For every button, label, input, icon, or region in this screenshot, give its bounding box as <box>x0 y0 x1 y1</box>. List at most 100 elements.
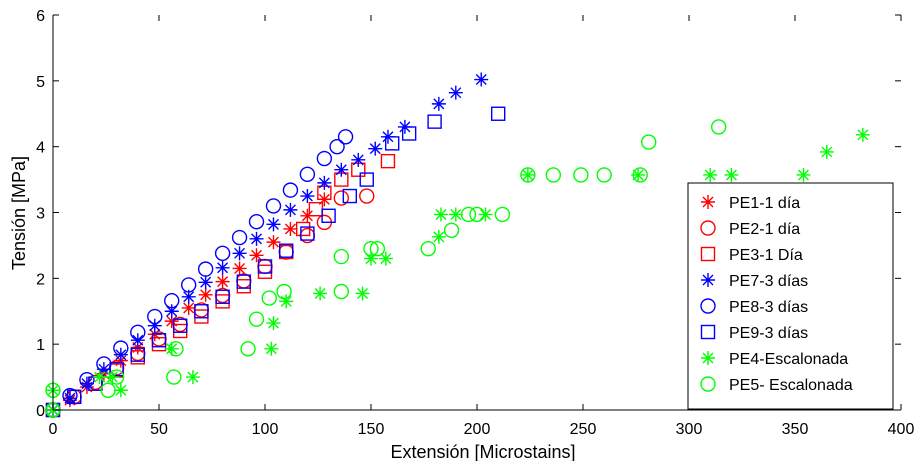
data-point <box>545 167 562 183</box>
data-point <box>596 167 612 183</box>
data-point <box>448 207 463 222</box>
legend-box <box>687 182 894 410</box>
data-point <box>710 119 727 135</box>
data-point <box>631 167 646 182</box>
data-point <box>168 341 184 357</box>
data-point <box>448 85 463 100</box>
data-point <box>113 340 129 356</box>
data-point <box>316 150 333 167</box>
x-axis-label: Extensión [Microstains] <box>390 442 575 461</box>
legend-marker <box>700 220 716 236</box>
legend-item: PE3-1 Día <box>700 246 803 264</box>
data-point <box>427 114 442 129</box>
data-point <box>130 324 146 341</box>
data-point <box>147 308 163 325</box>
data-point <box>266 235 281 250</box>
data-point <box>172 318 188 333</box>
legend-item: PE7-3 días <box>701 273 808 290</box>
legend-item: PE1-1 día <box>701 195 800 212</box>
data-point <box>130 347 146 362</box>
data-point <box>108 369 125 385</box>
data-point <box>92 370 107 385</box>
data-point <box>478 207 493 222</box>
data-point <box>185 370 200 385</box>
data-point <box>796 167 811 182</box>
data-point <box>351 152 366 167</box>
data-point <box>164 304 179 319</box>
legend-label: PE5- Escalonada <box>729 377 853 394</box>
data-point <box>282 182 299 198</box>
data-point <box>329 138 345 155</box>
legend-item: PE2-1 día <box>700 220 800 238</box>
data-point <box>96 362 111 377</box>
data-point <box>431 96 446 111</box>
data-point <box>66 389 82 405</box>
y-axis-label: Tensión [MPa] <box>9 156 29 270</box>
data-point <box>724 167 739 182</box>
legend-item: PE4-Escalonada <box>701 351 848 368</box>
data-point <box>113 383 128 398</box>
legend-label: PE3-1 Día <box>729 247 803 264</box>
data-point <box>474 72 489 87</box>
data-point <box>249 231 264 246</box>
data-point <box>380 153 396 169</box>
legend-marker <box>701 195 715 209</box>
y-axis-ticks: 0 1 2 3 4 5 6 <box>36 8 901 420</box>
data-point <box>342 188 357 204</box>
legend-marker <box>701 273 715 287</box>
data-point <box>109 361 124 377</box>
data-point <box>214 245 231 262</box>
data-point <box>264 341 279 356</box>
data-point <box>96 356 112 372</box>
data-point <box>431 229 446 244</box>
data-point <box>232 261 247 276</box>
legend-item: PE8-3 días <box>700 298 808 316</box>
data-point <box>368 141 383 156</box>
data-point <box>401 126 417 141</box>
y-tick-label: 0 <box>36 403 45 420</box>
data-point <box>151 333 167 348</box>
data-point <box>240 341 256 357</box>
data-point <box>469 206 485 223</box>
data-point <box>573 167 589 183</box>
data-point <box>181 289 196 304</box>
data-point <box>215 289 230 304</box>
y-tick-label: 1 <box>36 337 45 354</box>
legend-label: PE1-1 día <box>729 195 800 212</box>
legend: PE1-1 día PE2-1 día PE3-1 Día PE7-3 días PE8… <box>687 182 894 410</box>
legend-marker <box>700 246 716 262</box>
data-point <box>180 277 197 293</box>
data-point <box>300 226 315 241</box>
data-point <box>520 167 536 183</box>
legend-item: PE5- Escalonada <box>700 376 853 394</box>
data-point <box>317 175 332 190</box>
x-tick-label: 100 <box>252 421 279 438</box>
y-tick-label: 4 <box>36 140 45 157</box>
data-point <box>231 229 248 246</box>
data-point <box>295 221 311 237</box>
legend-marker <box>701 351 715 365</box>
data-point <box>337 129 354 145</box>
x-tick-label: 50 <box>150 421 168 438</box>
data-point <box>378 251 393 266</box>
data-point <box>266 316 281 331</box>
data-point <box>359 172 374 187</box>
data-point <box>283 202 298 217</box>
data-point <box>236 274 252 289</box>
data-point <box>299 166 316 183</box>
data-point <box>520 167 535 182</box>
data-point <box>215 260 230 275</box>
data-point <box>300 208 315 223</box>
data-point <box>279 294 294 309</box>
legend-label: PE2-1 día <box>729 221 800 238</box>
data-point <box>363 241 379 257</box>
data-point <box>215 274 230 289</box>
data-point <box>62 391 77 406</box>
data-point <box>491 106 506 121</box>
x-tick-label: 250 <box>570 421 597 438</box>
data-point <box>334 162 349 177</box>
data-point <box>198 275 213 290</box>
data-point <box>261 290 277 306</box>
y-tick-label: 5 <box>36 74 45 91</box>
data-point <box>283 221 298 236</box>
